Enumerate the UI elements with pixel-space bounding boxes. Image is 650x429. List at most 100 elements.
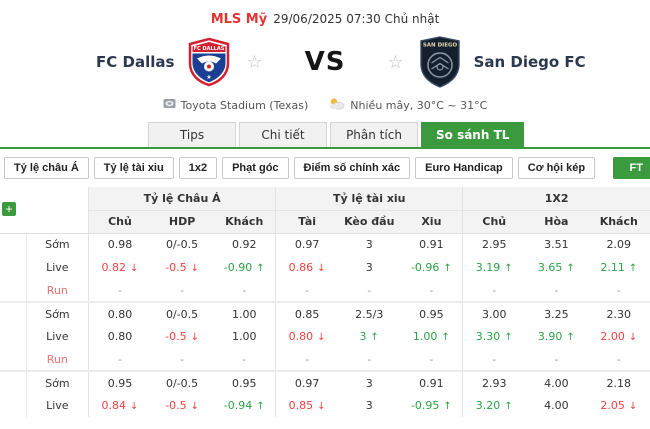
col-header-home: Chủ — [88, 210, 151, 234]
col-header-away: Khách — [213, 210, 276, 234]
odds-cell: - — [616, 352, 621, 366]
up-arrow-icon: ↑ — [443, 263, 452, 274]
odds-cell: - — [242, 283, 247, 297]
odds-cell: 0.91 — [400, 370, 463, 394]
svg-text:FC DALLAS: FC DALLAS — [194, 46, 225, 52]
odds-cell: - — [462, 279, 526, 302]
odds-cell: - — [275, 348, 339, 371]
filter-correct-score[interactable]: Điểm số chính xác — [293, 157, 411, 179]
odds-cell: 3.19 ↑ — [462, 256, 526, 279]
odds-cell: 2.05 ↓ — [600, 399, 638, 412]
row-label-early: Sớm — [25, 370, 89, 394]
odds-cell: 0.80 ↓ — [275, 325, 339, 348]
col-header-1: Chủ — [462, 210, 526, 234]
match-meta-row: MLS Mỹ 29/06/2025 07:30 Chủ nhật — [0, 0, 650, 27]
weather-text: Nhiều mây, 30°C ~ 31°C — [350, 98, 488, 112]
odds-cell: 0.97 — [275, 233, 339, 256]
gutter-cell — [0, 301, 27, 325]
odds-cell: 3 — [338, 370, 401, 394]
odds-cell: 3.90 ↑ — [537, 330, 575, 343]
tab-tips[interactable]: Tips — [148, 122, 236, 147]
odds-table: Tỷ lệ Châu Á Tỷ lệ tài xiu 1X2 Chủ HDP K… — [0, 187, 650, 417]
tab-details[interactable]: Chi tiết — [239, 122, 327, 147]
up-arrow-icon: ↑ — [504, 263, 513, 274]
odds-cell: - — [429, 352, 434, 366]
filter-1x2[interactable]: 1x2 — [178, 157, 218, 179]
filter-euro-handicap[interactable]: Euro Handicap — [415, 157, 513, 179]
filter-corners[interactable]: Phạt góc — [222, 157, 289, 179]
away-favorite-star-icon[interactable]: ☆ — [387, 51, 404, 73]
odds-cell: 0.85 ↓ — [275, 394, 339, 417]
svg-text:SAN DIEGO: SAN DIEGO — [422, 43, 457, 49]
odds-cell: - — [180, 352, 185, 366]
odds-cell: 2.95 — [462, 233, 526, 256]
down-arrow-icon: ↓ — [130, 401, 139, 412]
odds-cell: 0.95 — [213, 370, 276, 394]
odds-cell: 4.00 — [544, 399, 569, 412]
odds-cell: 1.00 ↑ — [412, 330, 450, 343]
vs-label: VS — [304, 47, 346, 77]
down-arrow-icon: ↓ — [317, 332, 326, 343]
odds-row: Sớm 0.98 0/-0.5 0.92 0.97 3 0.91 2.95 3.51 2.09 — [0, 233, 650, 256]
home-team-block: FC Dallas FC DALLAS ★ ☆ — [0, 37, 263, 87]
group-header-asian-handicap: Tỷ lệ Châu Á — [88, 187, 276, 211]
odds-cell: 0/-0.5 — [150, 370, 214, 394]
filter-asian-handicap[interactable]: Tỷ lệ châu Á — [4, 157, 89, 179]
odds-cell: - — [88, 279, 151, 302]
gutter-cell — [0, 279, 26, 302]
odds-cell: 2.11 ↑ — [600, 261, 638, 274]
odds-cell: 0.92 — [231, 238, 257, 252]
group-header-1x2: 1X2 — [462, 187, 650, 211]
row-label-early: Sớm — [25, 301, 89, 325]
odds-cell: 3.30 ↑ — [462, 325, 526, 348]
venue-name: Toyota Stadium (Texas) — [180, 98, 309, 112]
row-label-live: Live — [25, 394, 89, 417]
down-arrow-icon: ↓ — [190, 332, 200, 343]
filter-over-under[interactable]: Tỷ lệ tài xiu — [93, 157, 174, 179]
row-label-early: Sớm — [25, 233, 89, 256]
odds-cell: 2.30 — [587, 301, 650, 325]
col-header-2: Khách — [587, 210, 650, 234]
odds-cell: -0.5 ↓ — [165, 330, 200, 343]
odds-cell: -0.90 ↑ — [223, 261, 265, 274]
column-header-row: Chủ HDP Khách Tài Kèo đầu Xiu Chủ Hòa Kh… — [0, 210, 650, 234]
tab-bar: Tips Chi tiết Phân tích So sánh TL — [0, 122, 650, 149]
odds-cell: 3 ↑ — [359, 330, 379, 343]
odds-cell: -0.5 ↓ — [165, 399, 200, 412]
header-spacer — [0, 187, 89, 210]
tab-odds-comparison[interactable]: So sánh TL — [421, 122, 525, 147]
stadium-icon — [163, 98, 176, 112]
add-bookmaker-button[interactable]: + — [2, 202, 16, 216]
odds-cell: 0.95 — [400, 301, 463, 325]
odds-cell: 0.84 ↓ — [88, 394, 151, 417]
odds-cell: - — [242, 352, 247, 366]
header-spacer — [0, 210, 89, 234]
group-header-over-under: Tỷ lệ tài xiu — [275, 187, 463, 211]
odds-cell: - — [554, 283, 559, 297]
gutter-cell — [0, 256, 26, 279]
down-arrow-icon: ↓ — [190, 401, 200, 412]
odds-cell: 0.98 — [88, 233, 151, 256]
odds-cell: 2.00 ↓ — [600, 330, 638, 343]
down-arrow-icon: ↓ — [317, 401, 326, 412]
home-favorite-star-icon[interactable]: ☆ — [246, 51, 263, 73]
col-header-under: Xiu — [400, 210, 463, 234]
col-header-line: Kèo đầu — [338, 210, 401, 234]
odds-cell: -0.94 ↑ — [223, 399, 265, 412]
filter-double-chance[interactable]: Cơ hội kép — [517, 157, 596, 179]
down-arrow-icon: ↓ — [628, 401, 638, 412]
tab-analysis[interactable]: Phân tích — [330, 122, 418, 147]
up-arrow-icon: ↑ — [504, 332, 513, 343]
odds-cell: 0/-0.5 — [150, 301, 214, 325]
ft-toggle-button[interactable]: FT — [612, 157, 650, 179]
odds-cell: 0/-0.5 — [166, 238, 199, 252]
odds-cell: -0.95 ↑ — [410, 399, 452, 412]
home-team-logo: FC DALLAS ★ — [186, 37, 232, 87]
down-arrow-icon: ↓ — [130, 263, 139, 274]
odds-cell: 3.20 ↑ — [462, 394, 526, 417]
col-header-hdp: HDP — [150, 210, 214, 234]
up-arrow-icon: ↑ — [256, 401, 265, 412]
venue-item: Toyota Stadium (Texas) — [163, 98, 309, 112]
odds-cell: - — [367, 283, 372, 297]
